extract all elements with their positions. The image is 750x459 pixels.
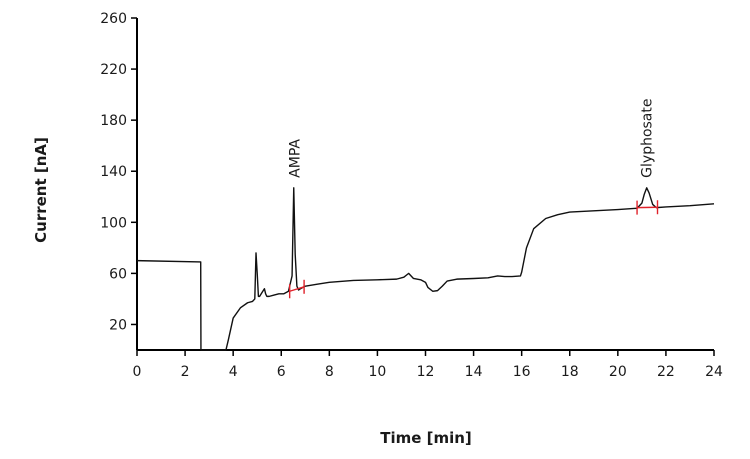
trace-layer (136, 187, 715, 351)
x-tick-label: 6 (277, 364, 286, 380)
x-tick-label: 2 (181, 364, 190, 380)
x-tick-label: 0 (133, 364, 142, 380)
y-tick-label: 60 (109, 266, 127, 282)
y-axis: 20 60 100 140 180 220 260 (100, 11, 138, 350)
y-tick-label: 20 (109, 317, 127, 333)
x-tick-label: 18 (561, 364, 579, 380)
x-tick-label: 22 (657, 364, 675, 380)
x-axis: 0 2 4 6 8 10 12 14 16 18 20 22 24 (133, 349, 723, 380)
y-tick-label: 140 (100, 164, 127, 180)
y-tick-label: 260 (100, 11, 127, 27)
x-tick-label: 20 (609, 364, 627, 380)
x-tick-label: 12 (417, 364, 435, 380)
x-tick-label: 24 (705, 364, 723, 380)
x-tick-label: 14 (465, 364, 483, 380)
peak-labels: AMPA Glyphosate (287, 99, 655, 178)
y-axis-title: Current [nA] (32, 137, 50, 243)
y-tick-label: 100 (100, 215, 127, 231)
integration-baseline (289, 286, 305, 292)
chromatogram-trace (136, 187, 715, 351)
x-axis-title: Time [min] (380, 429, 472, 447)
x-tick-label: 8 (325, 364, 334, 380)
peak-label: Glyphosate (640, 99, 656, 178)
peak-label: AMPA (287, 139, 303, 178)
x-tick-label: 4 (229, 364, 238, 380)
x-tick-label: 16 (513, 364, 531, 380)
y-tick-label: 180 (100, 113, 127, 129)
x-tick-label: 10 (369, 364, 387, 380)
integration-marks (288, 200, 659, 299)
y-tick-label: 220 (100, 62, 127, 78)
